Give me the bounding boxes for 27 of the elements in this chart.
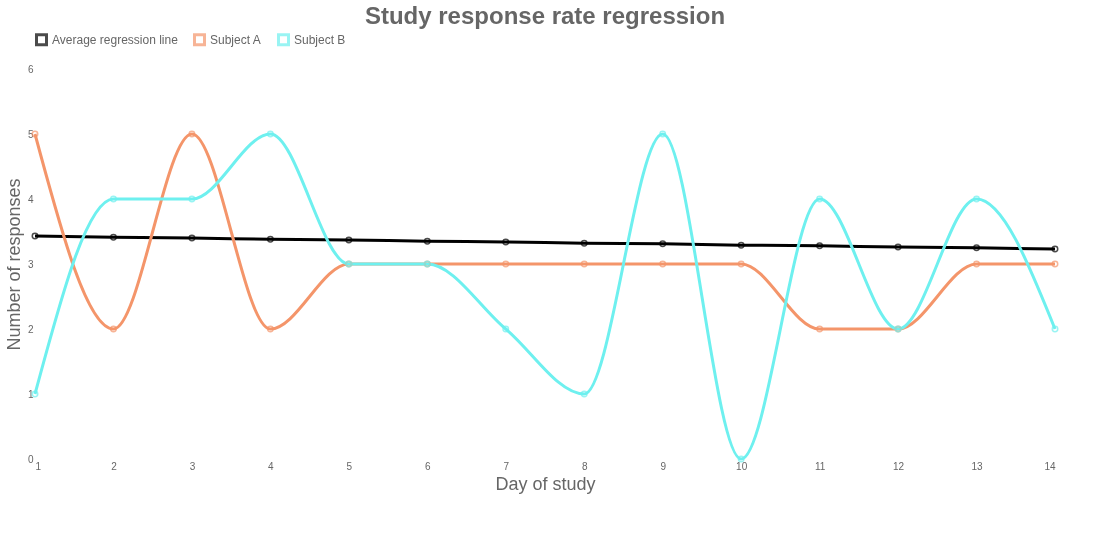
y-tick-label: 2 — [27, 323, 34, 335]
y-tick-label: 6 — [27, 63, 34, 75]
legend-label: Subject B — [294, 32, 346, 47]
x-tick-label: 13 — [971, 460, 984, 472]
x-tick-label: 2 — [111, 460, 118, 472]
x-tick-label: 8 — [581, 460, 588, 472]
y-axis-title: Number of responses — [3, 178, 24, 351]
x-axis-title: Day of study — [495, 473, 596, 494]
x-tick-label: 6 — [425, 460, 432, 472]
x-tick-label: 1 — [35, 460, 42, 472]
x-tick-label: 12 — [893, 460, 905, 472]
legend-label: Subject A — [210, 32, 261, 47]
x-tick-label: 7 — [503, 460, 510, 472]
x-tick-label: 10 — [736, 460, 748, 472]
x-tick-label: 4 — [268, 460, 275, 472]
x-tick-label: 11 — [814, 460, 826, 472]
chart-title: Study response rate regression — [364, 2, 726, 29]
y-tick-label: 5 — [27, 128, 34, 140]
x-tick-label: 14 — [1044, 460, 1056, 472]
x-tick-label: 5 — [346, 460, 353, 472]
y-tick-label: 0 — [27, 453, 34, 465]
y-tick-label: 1 — [27, 388, 34, 400]
x-tick-label: 9 — [660, 460, 667, 472]
legend-label: Average regression line — [52, 32, 179, 47]
x-tick-label: 3 — [189, 460, 196, 472]
y-tick-label: 3 — [27, 258, 34, 270]
y-tick-label: 4 — [27, 193, 34, 205]
